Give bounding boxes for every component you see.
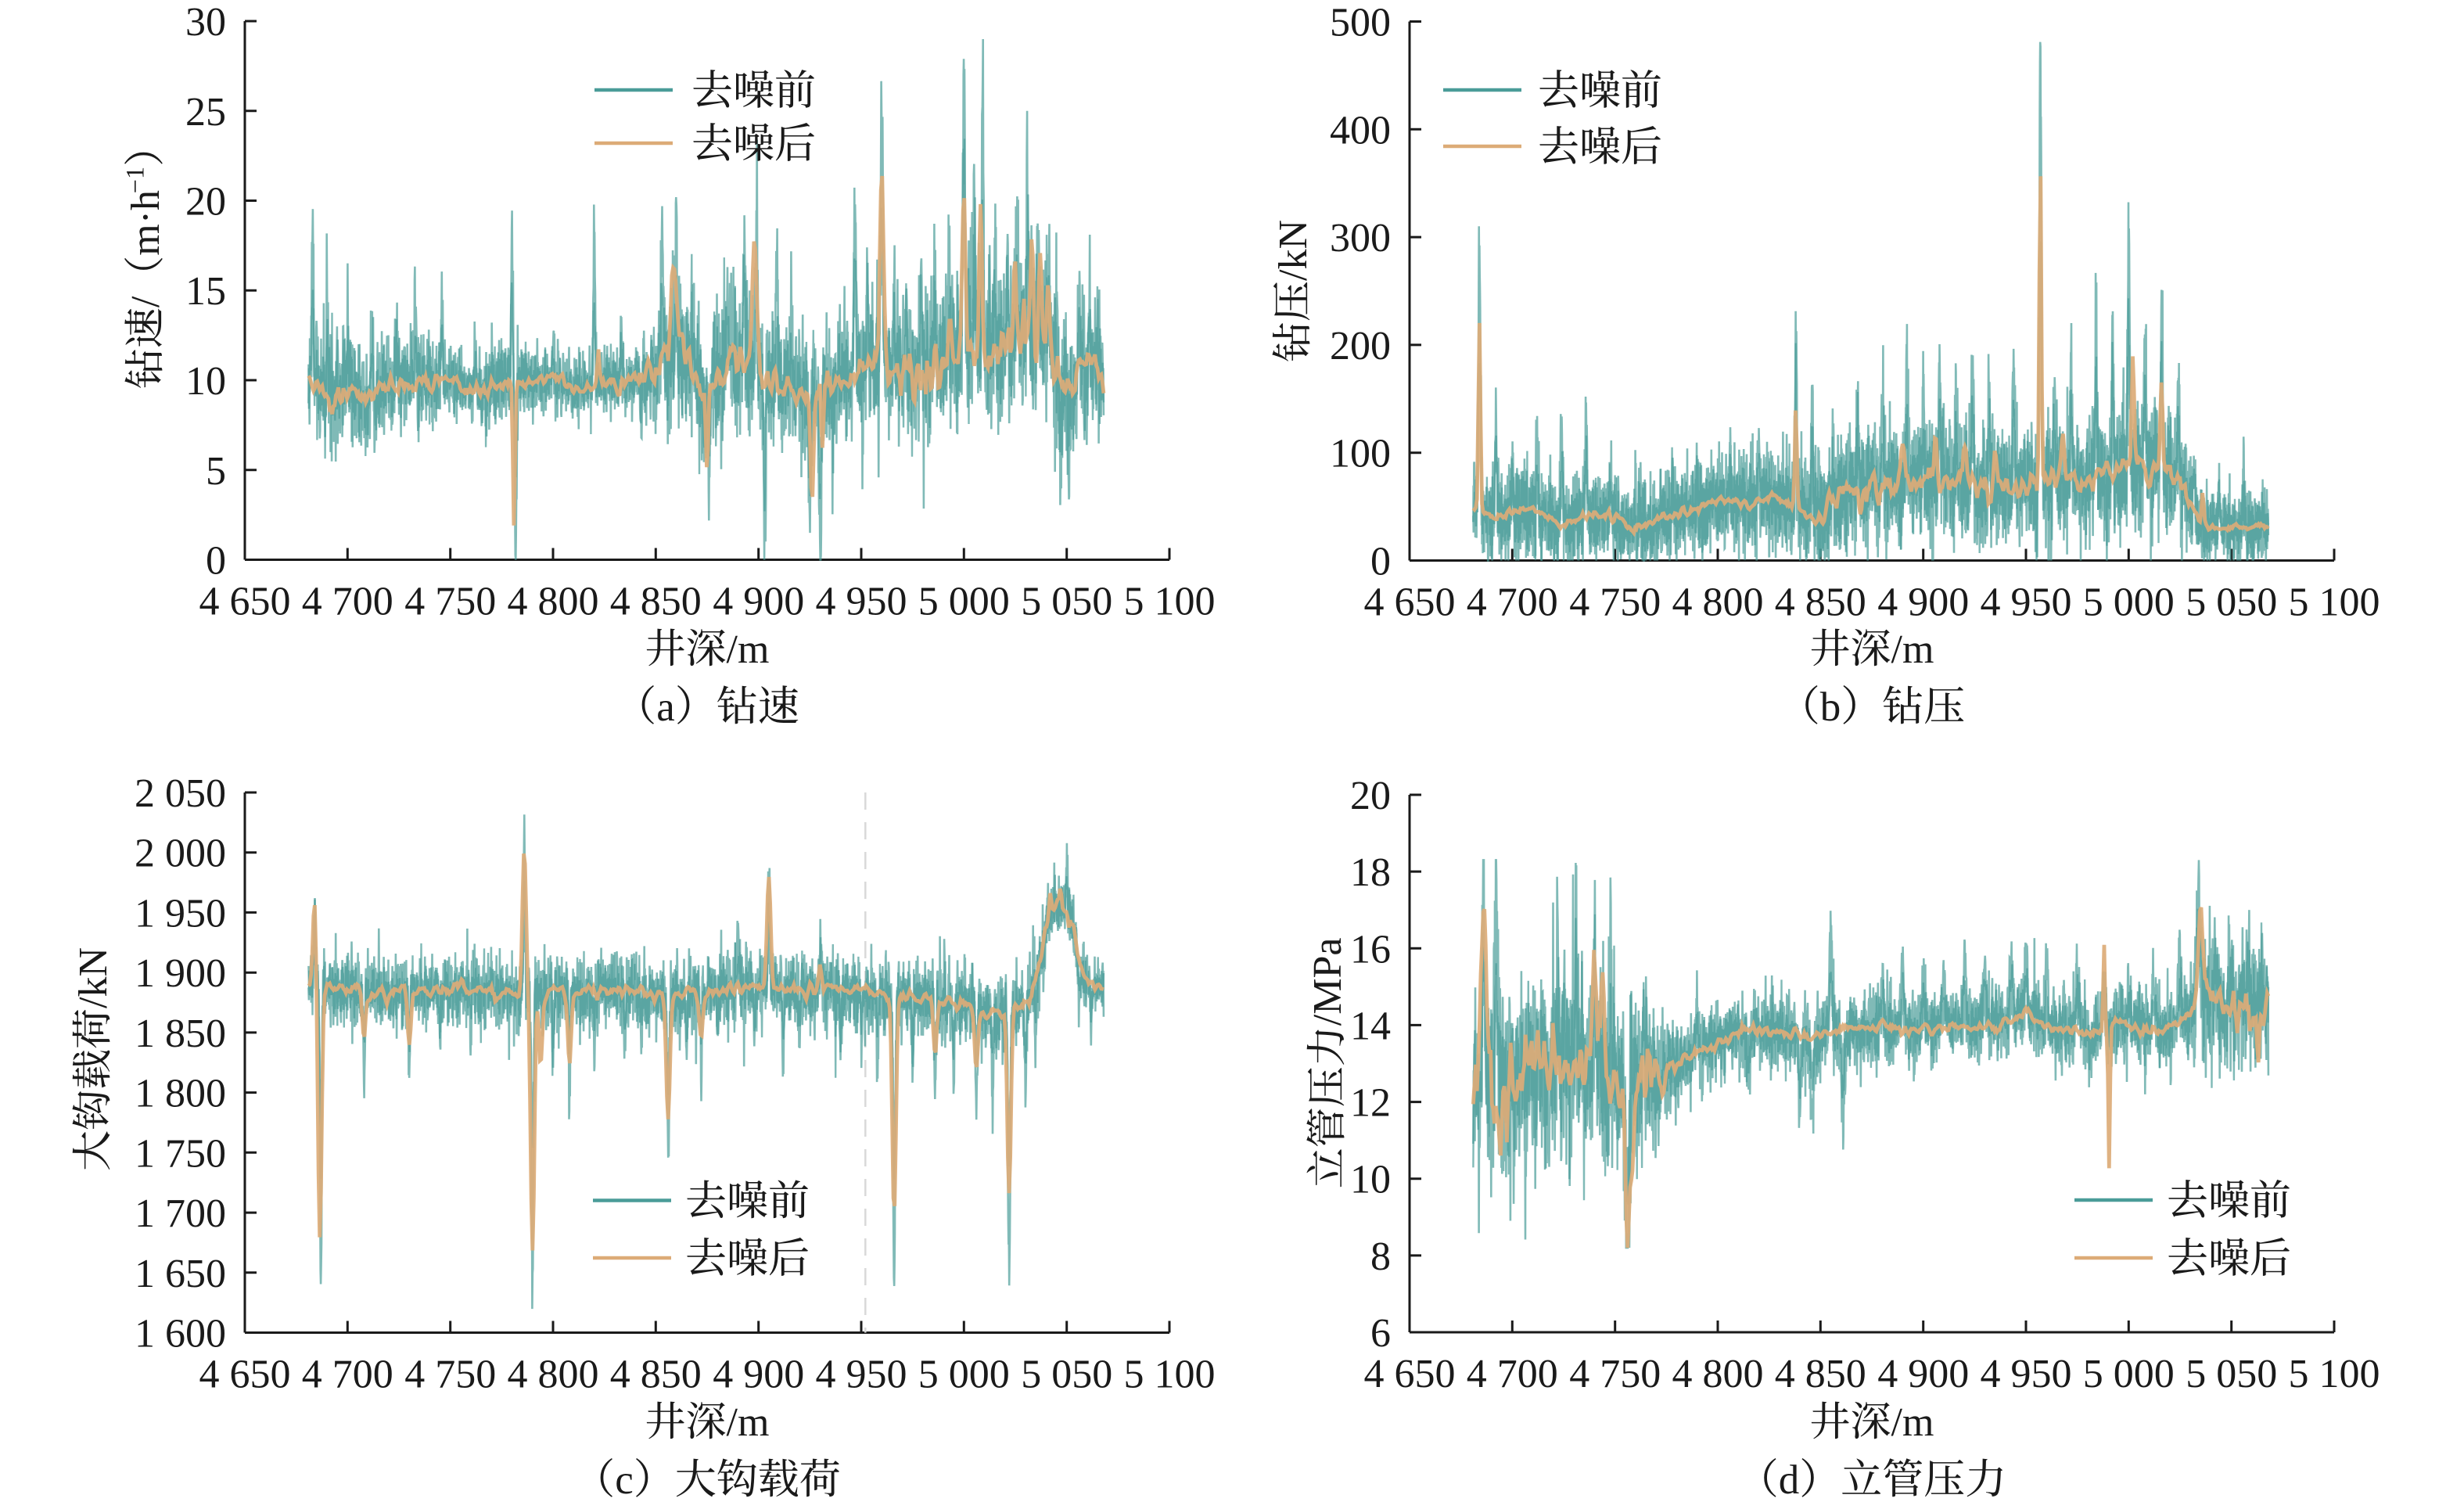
svg-text:4 700: 4 700 [302, 580, 393, 624]
svg-text:5 050: 5 050 [2186, 580, 2277, 625]
svg-text:1 600: 1 600 [135, 1312, 226, 1356]
svg-text:/MPa: /MPa [1306, 938, 1350, 1026]
svg-text:4 750: 4 750 [1569, 580, 1661, 625]
svg-text:/m: /m [727, 1400, 770, 1445]
svg-text:5 100: 5 100 [1124, 580, 1216, 624]
svg-text:d: d [1779, 1457, 1800, 1502]
svg-text:200: 200 [1330, 324, 1391, 368]
svg-text:5 050: 5 050 [1021, 1353, 1112, 1397]
svg-text:4 850: 4 850 [610, 580, 702, 624]
svg-text:15: 15 [185, 269, 226, 314]
svg-text:0: 0 [1370, 540, 1391, 584]
svg-text:5 100: 5 100 [1124, 1353, 1216, 1397]
svg-text:4 850: 4 850 [1775, 1352, 1866, 1396]
svg-text:4 950: 4 950 [816, 580, 907, 624]
svg-text:400: 400 [1330, 108, 1391, 153]
svg-text:b: b [1820, 685, 1841, 730]
svg-text:4 800: 4 800 [508, 580, 599, 624]
svg-text:4 650: 4 650 [199, 580, 291, 624]
svg-text:5 100: 5 100 [2289, 1352, 2380, 1396]
svg-text:1 850: 1 850 [135, 1012, 226, 1056]
svg-text:5 050: 5 050 [2186, 1352, 2277, 1396]
svg-text:4 950: 4 950 [816, 1353, 907, 1397]
svg-text:10: 10 [1350, 1158, 1391, 1202]
svg-text:4 950: 4 950 [1981, 1352, 2072, 1396]
svg-text:4 850: 4 850 [1775, 580, 1866, 625]
svg-text:/kN: /kN [71, 947, 116, 1008]
svg-text:6: 6 [1370, 1311, 1391, 1356]
svg-text:500: 500 [1330, 1, 1391, 45]
svg-text:5: 5 [206, 449, 226, 494]
svg-text:4 650: 4 650 [199, 1353, 291, 1397]
svg-text:/kN: /kN [1271, 220, 1316, 281]
svg-text:0: 0 [206, 539, 226, 584]
svg-text:1 950: 1 950 [135, 891, 226, 936]
svg-text:16: 16 [1350, 927, 1391, 972]
svg-text:5 000: 5 000 [918, 1353, 1010, 1397]
svg-text:5 000: 5 000 [918, 580, 1010, 624]
svg-text:4 900: 4 900 [1877, 1352, 1969, 1396]
svg-text:1 900: 1 900 [135, 951, 226, 996]
svg-text:2 050: 2 050 [135, 771, 226, 816]
svg-text:/m: /m [1891, 627, 1934, 672]
svg-text:a: a [656, 685, 675, 730]
svg-text:5 100: 5 100 [2289, 580, 2380, 625]
svg-text:5 000: 5 000 [2083, 580, 2175, 625]
svg-text:4 850: 4 850 [610, 1353, 702, 1397]
svg-text:2 000: 2 000 [135, 832, 226, 876]
svg-text:14: 14 [1350, 1004, 1391, 1048]
svg-text:−1: −1 [120, 167, 149, 193]
svg-text:4 800: 4 800 [1672, 1352, 1764, 1396]
svg-text:4 650: 4 650 [1364, 580, 1456, 625]
svg-text:4 750: 4 750 [404, 580, 496, 624]
svg-text:4 650: 4 650 [1364, 1352, 1456, 1396]
svg-text:4 800: 4 800 [1672, 580, 1764, 625]
svg-text:1 700: 1 700 [135, 1191, 226, 1236]
svg-text:/: / [124, 296, 168, 307]
svg-text:4 950: 4 950 [1981, 580, 2072, 625]
svg-text:m·h: m·h [124, 190, 168, 256]
svg-text:4 750: 4 750 [404, 1353, 496, 1397]
svg-text:12: 12 [1350, 1081, 1391, 1126]
svg-text:4 700: 4 700 [1467, 580, 1558, 625]
svg-text:5 050: 5 050 [1021, 580, 1112, 624]
svg-text:4 750: 4 750 [1569, 1352, 1661, 1396]
svg-text:10: 10 [185, 359, 226, 404]
svg-text:4 700: 4 700 [1467, 1352, 1558, 1396]
svg-text:4 900: 4 900 [713, 1353, 804, 1397]
svg-text:4 700: 4 700 [302, 1353, 393, 1397]
svg-text:8: 8 [1370, 1234, 1391, 1279]
svg-text:30: 30 [185, 0, 226, 45]
svg-text:100: 100 [1330, 432, 1391, 476]
svg-text:5 000: 5 000 [2083, 1352, 2175, 1396]
svg-text:/m: /m [727, 627, 770, 672]
svg-text:25: 25 [185, 90, 226, 135]
svg-text:1 800: 1 800 [135, 1072, 226, 1116]
svg-text:20: 20 [185, 180, 226, 225]
svg-text:4 900: 4 900 [713, 580, 804, 624]
svg-text:c: c [615, 1457, 634, 1502]
svg-text:1 750: 1 750 [135, 1131, 226, 1176]
svg-text:/m: /m [1891, 1400, 1934, 1445]
svg-text:4 900: 4 900 [1877, 580, 1969, 625]
svg-text:4 800: 4 800 [508, 1353, 599, 1397]
svg-text:20: 20 [1350, 774, 1391, 818]
svg-text:300: 300 [1330, 216, 1391, 261]
svg-text:18: 18 [1350, 850, 1391, 895]
svg-text:1 650: 1 650 [135, 1252, 226, 1296]
